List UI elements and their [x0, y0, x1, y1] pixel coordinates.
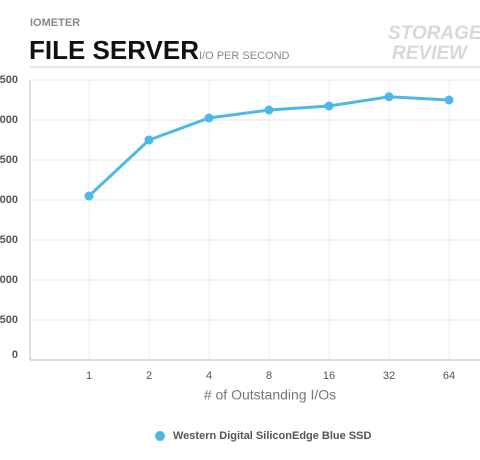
y-tick-label: 3000	[0, 114, 18, 126]
legend-swatch	[155, 431, 165, 441]
logo-bottom: REVIEW	[392, 43, 469, 64]
x-tick-label: 32	[383, 370, 395, 382]
point	[324, 101, 334, 111]
point	[204, 113, 214, 123]
y-tick-label: 2500	[0, 154, 18, 166]
x-axis-label: # of Outstanding I/Os	[204, 387, 336, 403]
x-tick-label: 4	[206, 370, 212, 382]
y-tick-label: 0	[12, 349, 18, 361]
kicker: IOMETER	[30, 17, 80, 29]
x-tick-label: 1	[86, 370, 92, 382]
legend-label: Western Digital SiliconEdge Blue SSD	[173, 430, 372, 442]
y-tick-label: 2000	[0, 194, 18, 206]
y-tick-label: 3500	[0, 74, 18, 86]
x-tick-label: 8	[266, 370, 272, 382]
point	[84, 191, 94, 201]
y-tick-label: 1000	[0, 274, 18, 286]
x-tick-label: 64	[443, 370, 455, 382]
subtitle: I/O PER SECOND	[199, 50, 290, 62]
chart-title: FILE SERVER	[29, 35, 199, 65]
logo-top: STORAGE	[388, 23, 480, 44]
point	[444, 95, 454, 105]
point	[144, 135, 154, 145]
y-tick-label: 500	[0, 314, 18, 326]
point	[384, 92, 394, 102]
x-tick-label: 16	[323, 370, 335, 382]
y-tick-label: 1500	[0, 234, 18, 246]
x-tick-label: 2	[146, 370, 152, 382]
point	[264, 105, 274, 115]
